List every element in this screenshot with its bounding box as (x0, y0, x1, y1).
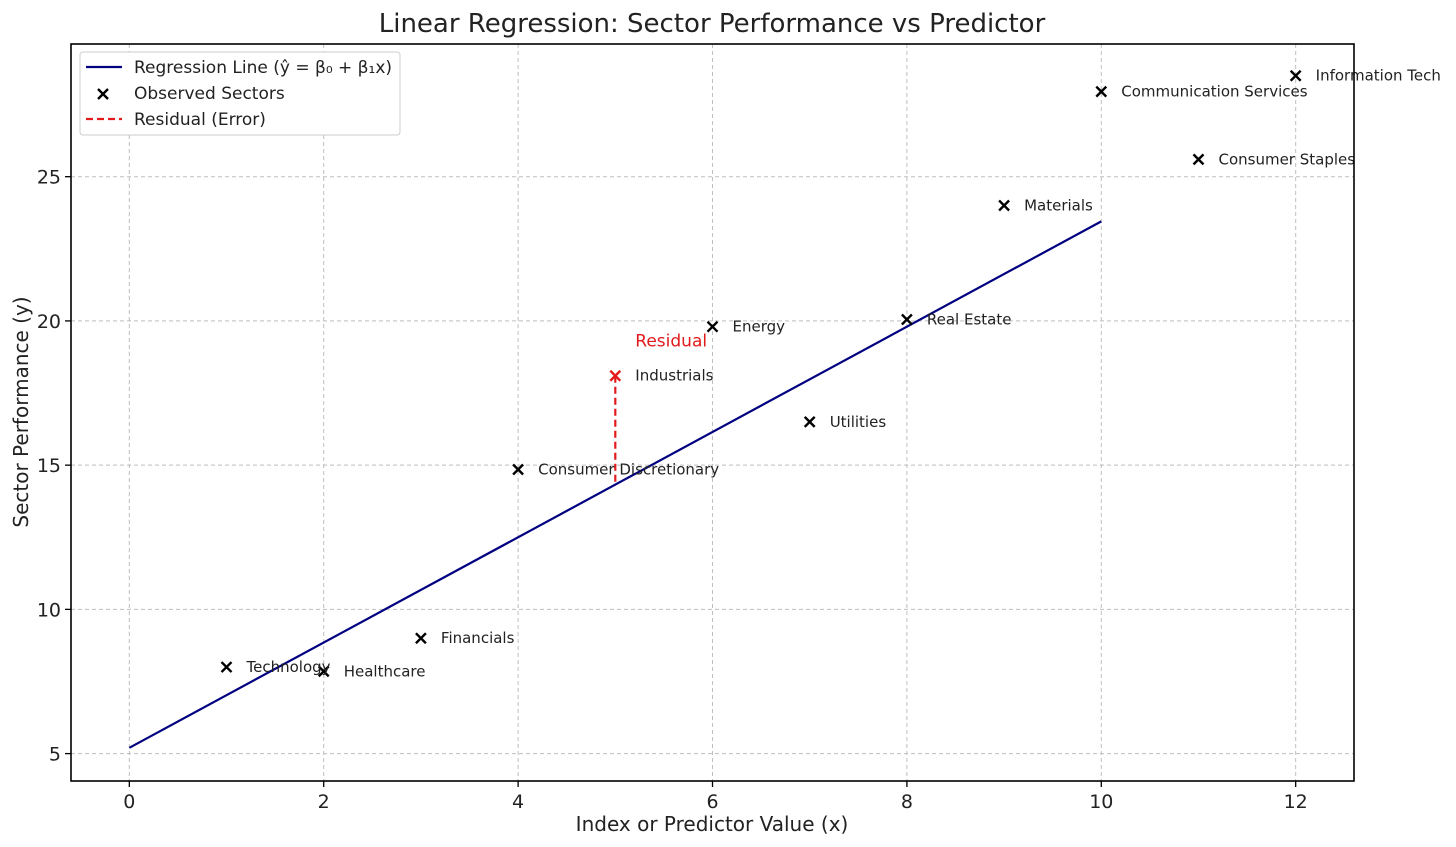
point-label: Financials (441, 629, 515, 647)
observed-point-marker (1095, 85, 1108, 98)
observed-point-marker (706, 320, 719, 333)
observed-point-marker (901, 313, 913, 326)
legend-box (79, 51, 401, 136)
point-label: Consumer Staples (1218, 150, 1355, 168)
chart-title: Linear Regression: Sector Performance vs… (379, 9, 1046, 39)
point-label: Technology (246, 658, 331, 676)
point-label: Utilities (830, 413, 887, 431)
observed-point-marker (512, 463, 524, 476)
point-label: Materials (1024, 197, 1093, 215)
residual-layer: Residual (614, 332, 707, 484)
x-tick-label: 0 (123, 791, 135, 813)
legend-label-regression: Regression Line (ŷ = β₀ + β₁x) (134, 58, 392, 78)
observed-point-marker (998, 199, 1010, 212)
observed-point-marker (1289, 69, 1302, 82)
grid-lines (71, 44, 1354, 781)
x-tick-label: 6 (706, 791, 718, 813)
residual-label: Residual (635, 332, 707, 352)
y-tick-label: 20 (37, 311, 61, 333)
observed-point-marker (609, 369, 622, 382)
point-label: Information Tech (1316, 67, 1441, 85)
point-labels: Technology Healthcare Financials Consumer D… (246, 67, 1441, 681)
x-tick-label: 12 (1284, 791, 1308, 813)
point-label: Healthcare (344, 662, 426, 680)
observed-point-marker (317, 665, 330, 678)
legend-label-residual: Residual (Error) (134, 110, 266, 130)
point-label: Industrials (635, 367, 713, 385)
point-label: Real Estate (927, 310, 1012, 328)
x-tick-label: 4 (512, 791, 524, 813)
legend-marker-swatch (97, 88, 109, 100)
regression-line-layer (128, 220, 1102, 749)
point-label: Consumer Discretionary (538, 460, 719, 478)
observed-point-marker (220, 661, 233, 673)
point-label: Communication Services (1121, 83, 1307, 101)
x-axis-label: Index or Predictor Value (x) (576, 812, 849, 836)
plot-frame (70, 43, 1355, 782)
x-tick-label: 2 (318, 791, 330, 813)
legend: Regression Line (ŷ = β₀ + β₁x) Observed … (79, 51, 401, 136)
x-tick-label: 10 (1089, 791, 1113, 813)
legend-label-observed: Observed Sectors (134, 84, 285, 104)
point-label: Energy (733, 318, 786, 336)
observed-point-marker (1192, 153, 1205, 166)
x-tick-label: 8 (901, 791, 913, 813)
observed-point-marker (803, 416, 816, 428)
y-tick-label: 5 (49, 744, 61, 766)
y-tick-label: 15 (37, 455, 61, 477)
regression-line (128, 220, 1102, 749)
y-tick-label: 25 (37, 167, 61, 189)
y-tick-label: 10 (37, 599, 61, 621)
observed-point-marker (415, 632, 427, 645)
y-axis-label: Sector Performance (y) (9, 296, 33, 527)
data-points (220, 69, 1302, 678)
axis-ticks: 0 2 4 6 8 10 12 5 10 15 20 25 (37, 167, 1308, 813)
